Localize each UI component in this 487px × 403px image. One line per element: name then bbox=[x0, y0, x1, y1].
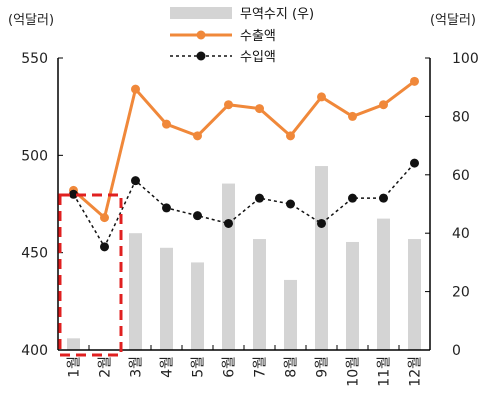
axes-layer bbox=[57, 57, 431, 351]
import-point bbox=[379, 193, 388, 203]
bar-trade-balance bbox=[67, 338, 80, 350]
right-tick-label: 20 bbox=[452, 285, 470, 301]
export-point bbox=[317, 92, 326, 102]
x-tick-label: 8월 bbox=[284, 356, 300, 378]
export-point bbox=[255, 104, 264, 114]
x-tick-label: 7월 bbox=[253, 356, 269, 378]
right-tick-label: 80 bbox=[452, 109, 470, 125]
x-tick-label: 1월 bbox=[67, 356, 83, 378]
legend-export-marker bbox=[196, 30, 206, 40]
legend-label-imports: 수입액 bbox=[240, 50, 276, 65]
left-tick-label: 400 bbox=[21, 343, 48, 359]
export-point bbox=[224, 100, 233, 110]
bar-trade-balance bbox=[222, 183, 235, 350]
lines-layer bbox=[58, 76, 419, 357]
import-point bbox=[410, 158, 419, 168]
import-point bbox=[224, 218, 233, 228]
bar-trade-balance bbox=[191, 262, 204, 350]
right-axis-unit: (억달러) bbox=[430, 13, 476, 28]
x-tick-label: 11월 bbox=[377, 356, 393, 387]
export-point bbox=[348, 111, 357, 121]
legend-label-exports: 수출액 bbox=[240, 29, 276, 44]
import-point bbox=[255, 193, 264, 203]
bars-layer bbox=[67, 166, 421, 350]
legend-import-marker bbox=[196, 51, 206, 61]
x-tick-label: 2월 bbox=[98, 356, 114, 378]
bar-trade-balance bbox=[129, 233, 142, 350]
legend: 무역수지 (우) 수출액 수입액 bbox=[170, 7, 314, 65]
bar-trade-balance bbox=[346, 241, 359, 350]
bar-trade-balance bbox=[160, 247, 173, 350]
highlight-box bbox=[58, 193, 123, 357]
left-axis-unit: (억달러) bbox=[8, 13, 54, 28]
import-point bbox=[69, 189, 78, 199]
import-point bbox=[162, 203, 171, 213]
x-tick-label: 4월 bbox=[160, 356, 176, 378]
bar-trade-balance bbox=[408, 239, 421, 350]
export-point bbox=[131, 84, 140, 94]
export-point bbox=[286, 131, 295, 141]
import-point bbox=[317, 218, 326, 228]
x-tick-label: 10월 bbox=[346, 356, 362, 387]
left-tick-label: 450 bbox=[21, 246, 48, 262]
bar-trade-balance bbox=[377, 218, 390, 350]
bar-trade-balance bbox=[315, 166, 328, 350]
left-tick-label: 500 bbox=[21, 148, 48, 164]
right-tick-label: 0 bbox=[452, 343, 461, 359]
x-tick-label: 12월 bbox=[408, 356, 424, 387]
legend-bar-swatch bbox=[170, 7, 232, 19]
import-point bbox=[193, 211, 202, 221]
import-line bbox=[72, 162, 416, 249]
labels-layer: 400 450 500 550 0 20 40 60 80 100 1월 2월 3월 4월 5월 6월 7월 8월… bbox=[21, 51, 478, 387]
export-point bbox=[193, 131, 202, 141]
right-tick-label: 40 bbox=[452, 226, 470, 242]
import-point bbox=[131, 176, 140, 186]
import-point bbox=[100, 242, 109, 252]
right-tick-label: 60 bbox=[452, 168, 470, 184]
x-tick-label: 6월 bbox=[222, 356, 238, 378]
export-point bbox=[410, 76, 419, 86]
bar-trade-balance bbox=[253, 239, 266, 350]
bar-trade-balance bbox=[284, 279, 297, 350]
right-tick-label: 100 bbox=[452, 51, 479, 67]
left-tick-label: 550 bbox=[21, 51, 48, 67]
export-point bbox=[100, 213, 109, 223]
export-point bbox=[162, 119, 171, 129]
export-point bbox=[379, 100, 388, 110]
x-tick-label: 5월 bbox=[191, 356, 207, 378]
export-line bbox=[72, 80, 416, 221]
x-tick-label: 3월 bbox=[129, 356, 145, 378]
x-tick-label: 9월 bbox=[315, 356, 331, 378]
import-point bbox=[286, 199, 295, 209]
legend-label-trade-balance: 무역수지 (우) bbox=[240, 7, 314, 22]
import-point bbox=[348, 193, 357, 203]
